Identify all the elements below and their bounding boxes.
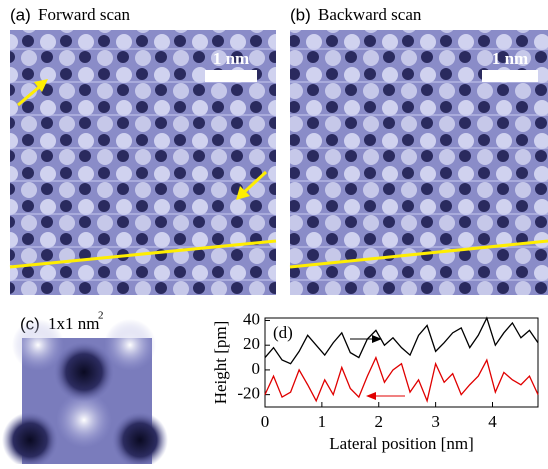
y-axis-label: Height [pm]	[211, 321, 230, 405]
arrow-head	[366, 392, 376, 400]
x-tick-label: 4	[488, 412, 497, 431]
panel-title: Backward scan	[318, 5, 422, 24]
scale-label: 1 nm	[213, 49, 249, 68]
y-tick-label: 40	[243, 309, 260, 328]
annotation: (d)	[273, 323, 293, 342]
y-tick-label: 0	[252, 359, 261, 378]
scale-bar	[482, 70, 538, 82]
panel-title-sup: 2	[98, 310, 104, 322]
y-tick-label: 20	[243, 334, 260, 353]
plot-frame	[265, 318, 538, 407]
x-axis-label: Lateral position [nm]	[329, 434, 473, 453]
panel-b: (b) Backward scan 1 nm	[290, 5, 548, 295]
profile-line	[265, 318, 538, 364]
y-tick-label: -20	[237, 384, 260, 403]
x-tick-label: 0	[261, 412, 270, 431]
scale-bar	[205, 70, 257, 82]
x-tick-label: 3	[431, 412, 440, 431]
x-tick-label: 2	[375, 412, 384, 431]
panel-c: (c) 1x1 nm 2	[2, 310, 168, 464]
scale-label: 1 nm	[492, 49, 528, 68]
panel-label: (a)	[10, 5, 31, 24]
panel-a: (a) Forward scan 1 nm	[10, 5, 276, 295]
x-tick-label: 1	[318, 412, 327, 431]
panel-label: (b)	[290, 5, 311, 24]
panel-title: Forward scan	[38, 5, 131, 24]
profile-line	[265, 358, 538, 401]
figure: (a) Forward scan 1 nm (b) Backward scan …	[0, 0, 548, 464]
